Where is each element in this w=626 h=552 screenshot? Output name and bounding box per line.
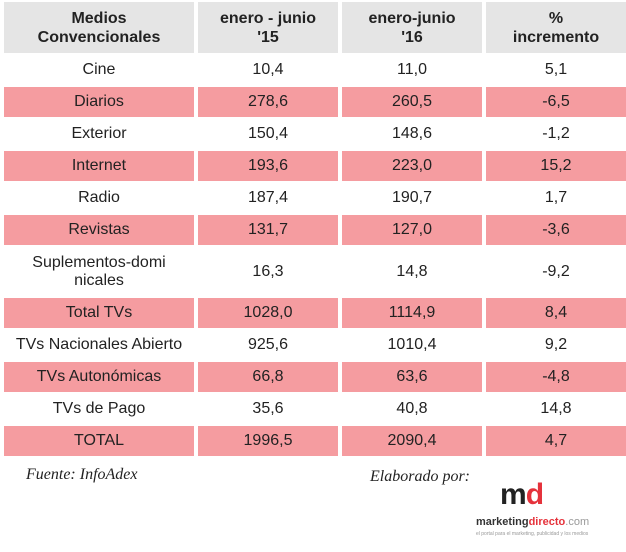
cell-2016: 148,6 — [391, 125, 433, 142]
cell-medio: Diarios — [4, 87, 194, 117]
cell-incremento: 4,7 — [486, 426, 626, 456]
credit-note: Elaborado por: — [370, 468, 470, 485]
cell-incremento: 5,1 — [544, 61, 568, 78]
cell-2016: 14,8 — [396, 262, 428, 280]
header-medios-line1: Medios — [71, 9, 127, 27]
cell-2015: 10,4 — [252, 61, 284, 78]
table-row: TVs de Pago 35,6 40,8 14,8 — [4, 394, 626, 424]
cell-2016: 2090,4 — [342, 426, 482, 456]
header-2016-line1: enero-junio — [368, 9, 456, 27]
header-2015: enero - junio '15 — [198, 2, 338, 53]
cell-incremento: 8,4 — [486, 298, 626, 328]
cell-medio-text: Suplementos-dominicales — [32, 253, 166, 289]
table-row: Exterior 150,4 148,6 -1,2 — [4, 119, 626, 149]
media-investment-table: Medios Convencionales enero - junio '15 en… — [4, 2, 626, 456]
header-2016-line2: '16 — [401, 28, 423, 46]
logo-text-b: directo — [528, 516, 566, 528]
logo-text-a: marketing — [476, 516, 529, 528]
table-row: Total TVs 1028,0 1114,9 8,4 — [4, 298, 626, 328]
cell-2015: 1028,0 — [198, 298, 338, 328]
header-incremento-line1: % — [548, 9, 564, 27]
cell-2016: 127,0 — [342, 215, 482, 245]
cell-incremento: -6,5 — [486, 87, 626, 117]
cell-incremento: -3,6 — [486, 215, 626, 245]
cell-medio: Suplementos-dominicales — [4, 247, 194, 296]
cell-2016: 1010,4 — [387, 336, 437, 353]
table-row: Radio 187,4 190,7 1,7 — [4, 183, 626, 213]
cell-2016: 223,0 — [342, 151, 482, 181]
logo-tagline: el portal para el marketing, publicidad … — [476, 531, 589, 537]
cell-incremento: -1,2 — [542, 125, 570, 142]
cell-2015: 66,8 — [198, 362, 338, 392]
cell-medio: Cine — [82, 61, 116, 78]
cell-medio: Radio — [78, 189, 120, 206]
cell-medio: Revistas — [4, 215, 194, 245]
cell-2015: 16,3 — [252, 262, 284, 280]
header-medios-line2: Convencionales — [37, 28, 161, 46]
table-row: Suplementos-dominicales 16,3 14,8 -9,2 — [4, 247, 626, 296]
logo-mark-d: d — [525, 478, 544, 511]
table-row: TOTAL 1996,5 2090,4 4,7 — [4, 426, 626, 456]
table-row: Diarios 278,6 260,5 -6,5 — [4, 87, 626, 117]
logo-mark-m: m — [500, 478, 527, 511]
cell-incremento: 9,2 — [544, 336, 568, 353]
cell-2015: 35,6 — [252, 400, 284, 417]
cell-medio: TVs de Pago — [52, 400, 146, 417]
cell-incremento: 1,7 — [544, 189, 568, 206]
cell-2015: 150,4 — [247, 125, 289, 142]
cell-medio: Exterior — [71, 125, 127, 142]
cell-medio: TVs Nacionales Abierto — [15, 336, 183, 353]
cell-2016: 63,6 — [342, 362, 482, 392]
cell-medio: Total TVs — [4, 298, 194, 328]
cell-incremento: 14,8 — [540, 400, 572, 417]
header-incremento: % incremento — [486, 2, 626, 53]
cell-2015: 131,7 — [198, 215, 338, 245]
table-row: Cine 10,4 11,0 5,1 — [4, 55, 626, 85]
table-row: TVs Nacionales Abierto 925,6 1010,4 9,2 — [4, 330, 626, 360]
cell-2015: 187,4 — [247, 189, 289, 206]
table-row: TVs Autonómicas 66,8 63,6 -4,8 — [4, 362, 626, 392]
marketingdirecto-logo: md marketingdirecto.com el portal para e… — [476, 480, 596, 540]
md-logo-mark: md — [500, 478, 544, 511]
logo-text-c: .com — [565, 516, 590, 528]
header-2015-line2: '15 — [257, 28, 279, 46]
cell-2015: 193,6 — [198, 151, 338, 181]
header-2015-line1: enero - junio — [220, 9, 316, 27]
cell-incremento: 15,2 — [486, 151, 626, 181]
cell-2016: 190,7 — [391, 189, 433, 206]
logo-wordmark: marketingdirecto.com — [476, 516, 589, 528]
cell-2015: 925,6 — [247, 336, 289, 353]
cell-incremento: -9,2 — [542, 262, 570, 280]
header-incremento-line2: incremento — [512, 28, 600, 46]
cell-2016: 1114,9 — [342, 298, 482, 328]
cell-2015: 1996,5 — [198, 426, 338, 456]
table-row: Internet 193,6 223,0 15,2 — [4, 151, 626, 181]
cell-2015: 278,6 — [198, 87, 338, 117]
cell-2016: 40,8 — [396, 400, 428, 417]
cell-medio: TOTAL — [4, 426, 194, 456]
cell-2016: 260,5 — [342, 87, 482, 117]
table-row: Revistas 131,7 127,0 -3,6 — [4, 215, 626, 245]
source-note: Fuente: InfoAdex — [26, 466, 138, 483]
cell-medio: Internet — [4, 151, 194, 181]
cell-2016: 11,0 — [397, 61, 427, 78]
cell-incremento: -4,8 — [486, 362, 626, 392]
header-row: Medios Convencionales enero - junio '15 en… — [4, 2, 626, 53]
header-2016: enero-junio '16 — [342, 2, 482, 53]
cell-medio: TVs Autonómicas — [4, 362, 194, 392]
header-medios: Medios Convencionales — [4, 2, 194, 53]
